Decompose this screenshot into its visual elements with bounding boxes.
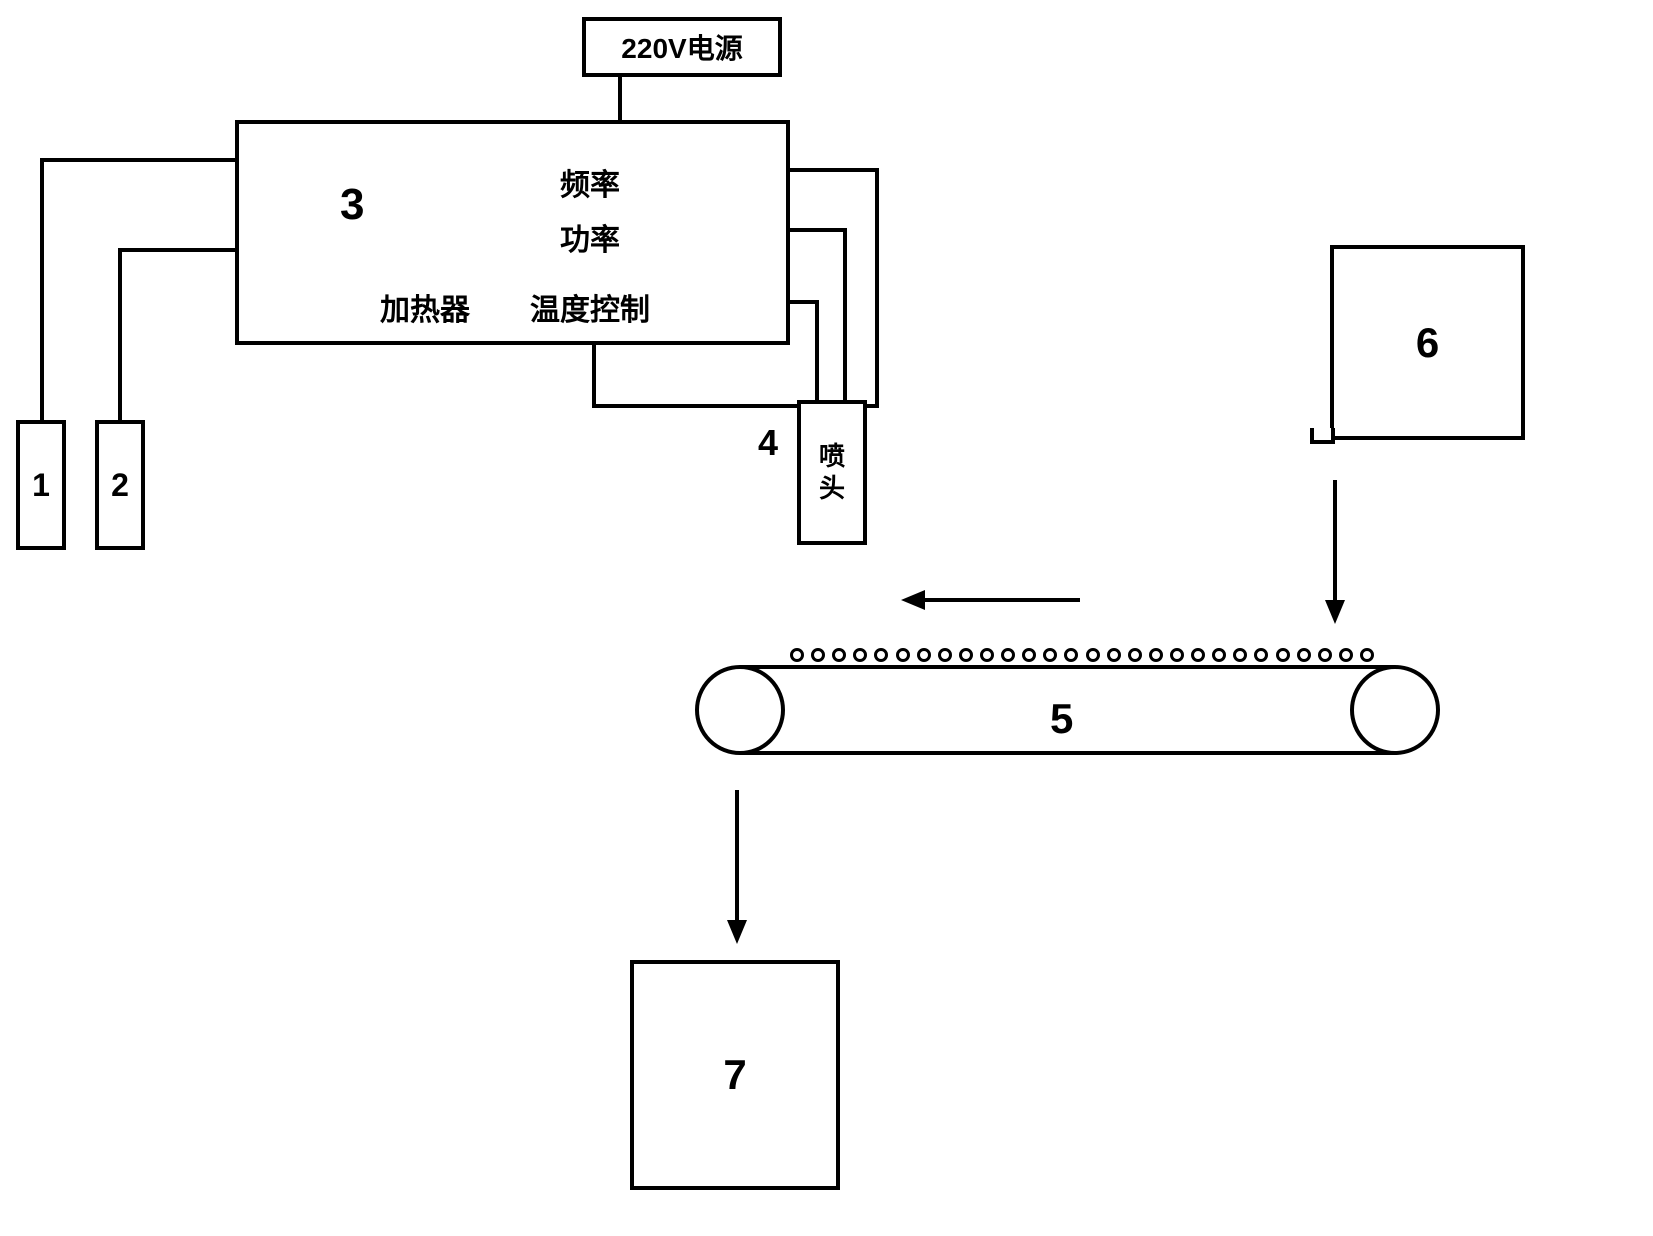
conn-freq-v (875, 168, 879, 408)
conveyor-dot (1043, 648, 1057, 662)
arrow-collect-line (735, 790, 739, 920)
box-2: 2 (95, 420, 145, 550)
conveyor-dot (1212, 648, 1226, 662)
conn-main-box2-v (118, 248, 122, 420)
box-1: 1 (16, 420, 66, 550)
conveyor-dot (853, 648, 867, 662)
conn-freq-h (790, 168, 879, 172)
conn-temp-v (815, 300, 819, 400)
conn-freq-h2 (866, 404, 879, 408)
conveyor-dot (1191, 648, 1205, 662)
conveyor-dot (917, 648, 931, 662)
conveyor-dot (1318, 648, 1332, 662)
conveyor-dot (1254, 648, 1268, 662)
conn-main-box2-h (118, 248, 235, 252)
conveyor-left-roller (695, 665, 785, 755)
conveyor-dot (959, 648, 973, 662)
conveyor-dot (980, 648, 994, 662)
conveyor-number: 5 (1050, 695, 1073, 743)
feed-box-number: 6 (1416, 319, 1439, 367)
nozzle-label: 喷头 (819, 441, 845, 503)
conn-heater-h (592, 404, 801, 408)
conveyor-dot (811, 648, 825, 662)
conn-power-main (618, 77, 622, 120)
conveyor-dot (832, 648, 846, 662)
nozzle-box: 喷头 (797, 400, 867, 545)
collect-box: 7 (630, 960, 840, 1190)
conveyor-dot (1107, 648, 1121, 662)
conveyor-dot (1149, 648, 1163, 662)
conveyor-dot (1001, 648, 1015, 662)
conn-main-box1-v (40, 158, 44, 420)
label-heater: 加热器 (380, 285, 470, 329)
arrow-feed-line (1333, 480, 1337, 600)
conveyor-dot (790, 648, 804, 662)
arrow-belt-head (901, 590, 925, 610)
conn-heater-v (592, 345, 596, 408)
arrow-belt-line (925, 598, 1080, 602)
feed-box: 6 (1330, 245, 1525, 440)
conn-power-v (843, 228, 847, 400)
conveyor-dot (1022, 648, 1036, 662)
conveyor-dot (1276, 648, 1290, 662)
conveyor-dot (874, 648, 888, 662)
box-1-number: 1 (32, 467, 50, 504)
conveyor-dot (1128, 648, 1142, 662)
conveyor-belt-top (740, 665, 1395, 669)
conveyor-dot (896, 648, 910, 662)
power-source-box: 220V电源 (582, 17, 782, 77)
box-2-number: 2 (111, 467, 129, 504)
collect-box-number: 7 (723, 1051, 746, 1099)
conveyor-dot (1064, 648, 1078, 662)
label-frequency: 频率 (560, 160, 620, 204)
conveyor-dot (1339, 648, 1353, 662)
conveyor-dot (1297, 648, 1311, 662)
label-temp-control: 温度控制 (530, 285, 650, 329)
conn-power-h (790, 228, 847, 232)
conn-main-box1-h (40, 158, 235, 162)
conveyor-belt-bottom (740, 751, 1395, 755)
label-power: 功率 (560, 215, 620, 259)
feed-spout (1310, 428, 1335, 444)
conveyor-dot (1170, 648, 1184, 662)
conveyor-right-roller (1350, 665, 1440, 755)
power-source-label: 220V电源 (621, 27, 742, 67)
conveyor-dot (1233, 648, 1247, 662)
conveyor-dot (1086, 648, 1100, 662)
conveyor-dot (938, 648, 952, 662)
main-controller-number: 3 (340, 180, 364, 230)
conveyor-dot (1360, 648, 1374, 662)
nozzle-number: 4 (758, 422, 778, 464)
main-controller-box (235, 120, 790, 345)
arrow-feed-head (1325, 600, 1345, 624)
arrow-collect-head (727, 920, 747, 944)
